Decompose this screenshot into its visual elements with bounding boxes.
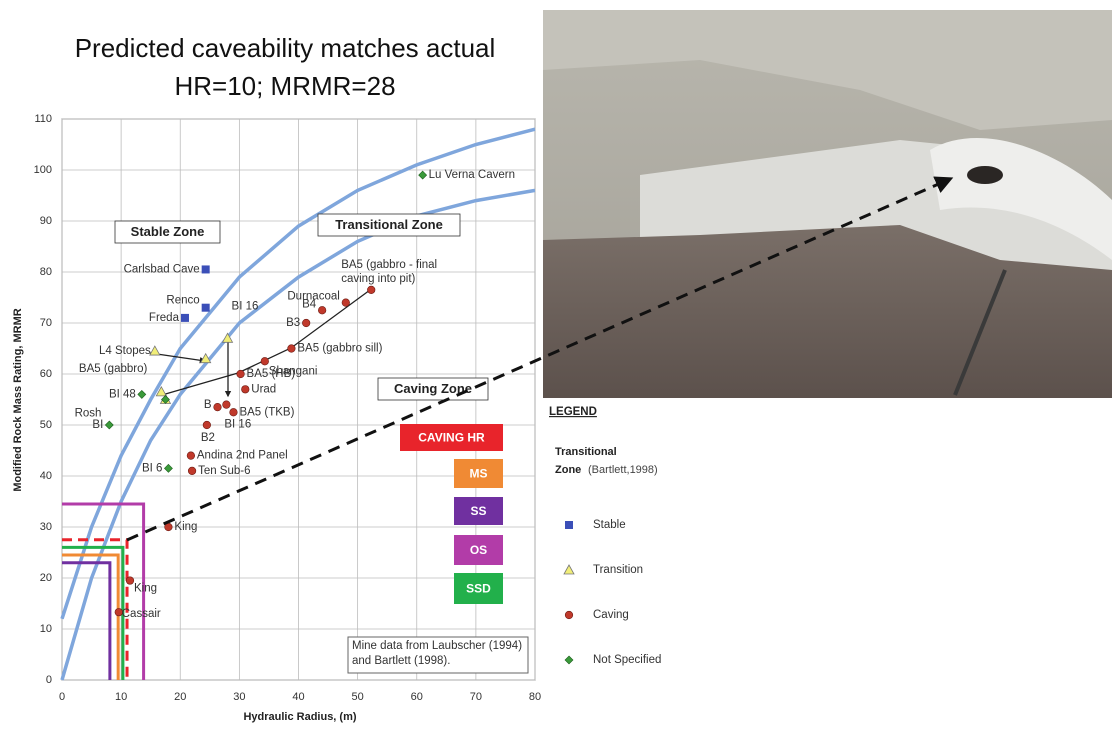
marker-circle	[203, 421, 211, 429]
point-label: Rosh	[75, 408, 102, 420]
point-label: Renco	[166, 295, 199, 307]
point-label: BA5 (TKB)	[239, 406, 294, 418]
legend-label: Stable	[593, 519, 626, 531]
pit-photo	[543, 10, 1112, 398]
y-tick-label: 110	[34, 113, 52, 125]
y-tick-label: 100	[34, 164, 52, 176]
limit-box-label: MS	[470, 467, 488, 481]
limit-box-label: SS	[470, 504, 486, 518]
annotation: Mine data from Laubscher (1994) and Bart…	[352, 639, 528, 673]
limit-box-label: OS	[470, 543, 487, 557]
marker-circle	[241, 386, 249, 394]
point-label: BI 6	[142, 462, 162, 474]
x-tick-label: 0	[59, 691, 65, 703]
x-tick-label: 50	[352, 691, 364, 703]
point-label: King	[134, 583, 157, 595]
marker-circle	[223, 401, 231, 409]
marker-square	[202, 304, 210, 312]
y-tick-label: 20	[40, 572, 52, 584]
limit-box-label: SSD	[466, 582, 491, 596]
slide-title: Predicted caveability matches actual	[75, 33, 496, 63]
point-label: BI 16	[232, 300, 259, 312]
marker-circle	[230, 408, 238, 416]
x-tick-label: 60	[411, 691, 423, 703]
point-label: BI 16	[224, 419, 251, 431]
y-tick-label: 10	[40, 623, 52, 635]
legend-heading-zone: Zone	[555, 464, 581, 476]
marker-circle	[214, 403, 222, 411]
y-tick-label: 50	[40, 419, 52, 431]
x-axis-label: Hydraulic Radius, (m)	[243, 711, 356, 723]
marker-diamond	[565, 656, 573, 664]
point-label: Ten Sub-6	[198, 465, 250, 477]
point-label: L4 Stopes	[99, 345, 151, 357]
legend-label: Not Specified	[593, 654, 661, 666]
point-label: Carlsbad Cave	[124, 263, 200, 275]
x-tick-label: 30	[233, 691, 245, 703]
legend-heading-source: (Bartlett,1998)	[588, 464, 658, 476]
point-label: Cassair	[122, 608, 161, 620]
marker-triangle	[564, 565, 574, 574]
zone-label: Stable Zone	[131, 224, 205, 239]
point-label: Andina 2nd Panel	[197, 450, 288, 462]
slide-subtitle: HR=10; MRMR=28	[174, 71, 395, 101]
point-label: B2	[201, 432, 215, 444]
point-label: BA5 (gabbro sill)	[297, 343, 382, 355]
x-tick-label: 10	[115, 691, 127, 703]
y-tick-label: 90	[40, 215, 52, 227]
y-tick-label: 40	[40, 470, 52, 482]
point-label: Urad	[251, 383, 276, 395]
x-tick-label: 70	[470, 691, 482, 703]
point-label: BI 48	[109, 388, 136, 400]
x-tick-label: 20	[174, 691, 186, 703]
y-tick-label: 60	[40, 368, 52, 380]
legend-heading: Transitional	[555, 446, 617, 458]
point-label: B3	[286, 317, 300, 329]
marker-circle	[342, 299, 350, 307]
limit-box-label: CAVING HR	[418, 431, 485, 445]
slide: Predicted caveability matches actual HR=…	[0, 0, 1112, 731]
marker-square	[181, 314, 189, 322]
zone-label: Transitional Zone	[335, 217, 443, 232]
marker-circle	[188, 467, 196, 475]
point-label: BA5 (gabbro - final caving into pit)	[341, 258, 471, 286]
y-tick-label: 30	[40, 521, 52, 533]
marker-circle	[288, 345, 296, 353]
point-label: Lu Verna Cavern	[429, 169, 515, 181]
y-tick-label: 80	[40, 266, 52, 278]
point-label: BA5 (gabbro)	[79, 363, 148, 375]
point-label: BI	[92, 419, 103, 431]
annotation-text: Mine data from Laubscher (1994) and Bart…	[352, 639, 528, 669]
legend-title: LEGEND	[549, 406, 597, 418]
y-tick-label: 70	[40, 317, 52, 329]
legend-label: Caving	[593, 609, 629, 621]
point-label: Shangani	[269, 365, 318, 377]
x-tick-label: 80	[529, 691, 541, 703]
point-label: BA5 (gabbro - final caving into pit)	[341, 258, 471, 288]
y-tick-label: 0	[46, 674, 52, 686]
point-label: B	[204, 399, 212, 411]
marker-square	[565, 521, 573, 529]
point-label: Durnacoal	[287, 291, 339, 303]
point-label: Freda	[149, 312, 180, 324]
marker-circle	[237, 370, 245, 378]
marker-circle	[565, 611, 573, 619]
x-tick-label: 40	[292, 691, 304, 703]
y-axis-label: Modified Rock Mass Rating, MRMR	[12, 308, 24, 491]
marker-circle	[261, 357, 269, 365]
legend-label: Transition	[593, 564, 643, 576]
point-label: King	[174, 521, 197, 533]
marker-circle	[302, 319, 310, 327]
marker-square	[202, 265, 210, 273]
marker-circle	[318, 306, 326, 314]
marker-circle	[126, 577, 134, 585]
marker-circle	[187, 452, 195, 460]
